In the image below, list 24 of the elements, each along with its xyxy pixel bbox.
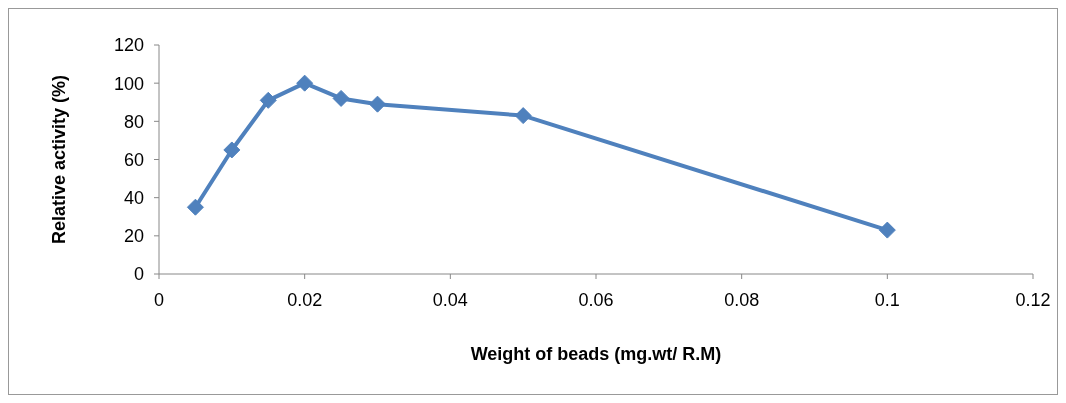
point (332, 89, 350, 107)
point (186, 198, 204, 216)
x-tick-label: 0.02 (287, 289, 323, 310)
y-tick-label: 80 (123, 111, 144, 132)
x-tick-label: 0.04 (432, 289, 468, 310)
y-tick-label: 20 (123, 226, 144, 247)
x-tick-label: 0.06 (578, 289, 614, 310)
y-tick-label: 60 (123, 149, 144, 170)
x-tick-label: 0.08 (724, 289, 760, 310)
point (514, 107, 532, 125)
y-tick-label: 120 (113, 35, 144, 56)
y-tick-label: 0 (133, 264, 144, 285)
x-tick-label: 0.12 (1015, 289, 1051, 310)
x-tick-label: 0 (153, 289, 165, 310)
point (223, 141, 241, 159)
y-axis-title: Relative activity (%) (49, 74, 70, 245)
x-tick-label: 0.1 (874, 289, 900, 310)
point (296, 74, 314, 92)
point (878, 221, 896, 239)
y-tick-label: 100 (113, 73, 144, 94)
y-tick-label: 40 (123, 188, 144, 209)
point (259, 91, 277, 109)
x-axis-title: Weight of beads (mg.wt/ R.M) (470, 344, 722, 364)
point (369, 95, 386, 113)
